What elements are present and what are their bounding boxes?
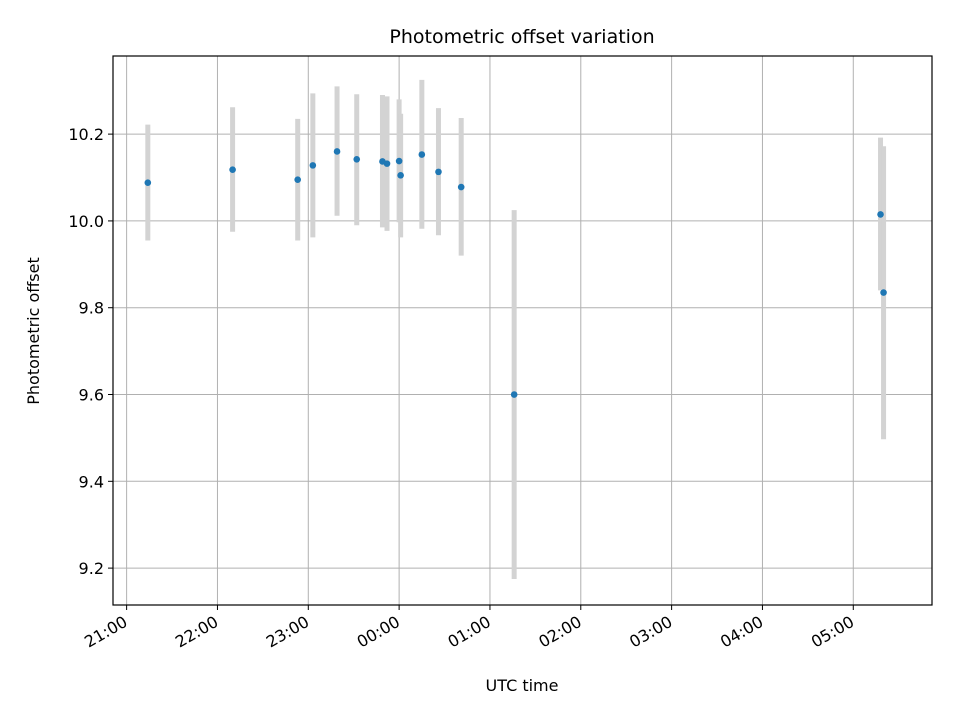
data-point: [510, 391, 518, 398]
data-point: [880, 289, 887, 296]
y-axis-ticks: 9.2 9.4 9.6 9.8 10.0 10.2: [68, 125, 113, 578]
plot-frame: [112, 55, 933, 606]
y-tick-label: 9.2: [79, 559, 104, 578]
data-point: [457, 183, 465, 191]
y-tick-label: 9.8: [79, 299, 104, 318]
data-point: [294, 176, 301, 183]
grid-lines: [113, 56, 932, 605]
data-point: [309, 162, 317, 169]
y-axis-label: Photometric offset: [24, 257, 43, 405]
x-axis-label: UTC time: [486, 676, 559, 695]
data-point: [229, 166, 236, 174]
data-point: [333, 148, 341, 155]
data-points: [144, 148, 887, 398]
data-point: [418, 151, 426, 158]
y-tick-label: 10.0: [68, 212, 104, 231]
y-tick-label: 9.6: [79, 386, 104, 405]
chart-title: Photometric offset variation: [389, 26, 654, 48]
data-point: [397, 172, 404, 179]
data-point: [435, 168, 442, 176]
data-point: [383, 160, 391, 167]
y-tick-label: 10.2: [68, 125, 104, 144]
data-point: [877, 211, 884, 218]
data-point: [144, 179, 152, 187]
data-point: [395, 157, 403, 165]
y-tick-label: 9.4: [79, 472, 104, 491]
data-point: [353, 155, 361, 163]
